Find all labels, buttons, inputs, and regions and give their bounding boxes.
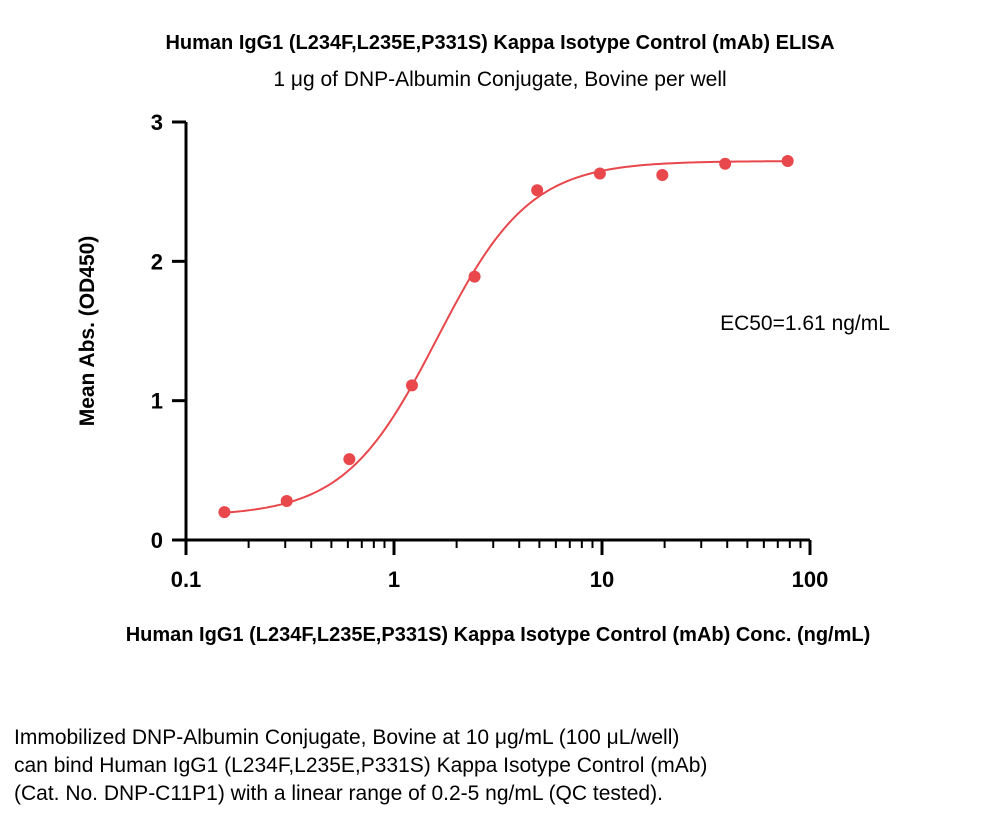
fit-curve — [224, 160, 788, 514]
data-point — [280, 494, 293, 507]
data-point — [218, 506, 231, 519]
x-axis-label: Human IgG1 (L234F,L235E,P331S) Kappa Iso… — [126, 624, 871, 646]
caption-line-3: (Cat. No. DNP-C11P1) with a linear range… — [14, 782, 663, 805]
chart-subtitle: 1 μg of DNP-Albumin Conjugate, Bovine pe… — [273, 68, 727, 91]
data-point — [781, 155, 794, 168]
caption-line-1: Immobilized DNP-Albumin Conjugate, Bovin… — [14, 726, 680, 749]
data-point — [656, 168, 669, 181]
x-tick-label: 0.1 — [171, 567, 202, 592]
caption-line-2: can bind Human IgG1 (L234F,L235E,P331S) … — [14, 754, 708, 777]
chart-axes — [184, 122, 810, 542]
x-tick-label: 100 — [792, 567, 829, 592]
y-tick-label: 2 — [151, 249, 163, 274]
y-tick-label: 0 — [151, 528, 163, 553]
y-ticks: 0 1 2 3 — [151, 110, 186, 553]
y-axis-label: Mean Abs. (OD450) — [76, 236, 99, 427]
x-tick-label: 10 — [590, 567, 614, 592]
y-tick-label: 1 — [151, 389, 163, 414]
data-point — [593, 167, 606, 180]
x-tick-label: 1 — [388, 567, 400, 592]
data-point — [405, 379, 418, 392]
ec50-annotation: EC50=1.61 ng/mL — [720, 312, 890, 335]
data-points — [218, 155, 794, 519]
data-point — [531, 184, 544, 197]
data-point — [719, 157, 732, 170]
chart-title: Human IgG1 (L234F,L235E,P331S) Kappa Iso… — [165, 32, 835, 54]
elisa-chart: 0 1 2 3 0.1 1 10 100 Mean Abs. (OD450) Human I… — [76, 110, 890, 646]
data-point — [468, 270, 481, 283]
data-point — [343, 453, 356, 466]
y-tick-label: 3 — [151, 110, 163, 135]
figure-caption: Immobilized DNP-Albumin Conjugate, Bovin… — [14, 724, 974, 808]
x-ticks: 0.1 1 10 100 — [171, 540, 829, 592]
